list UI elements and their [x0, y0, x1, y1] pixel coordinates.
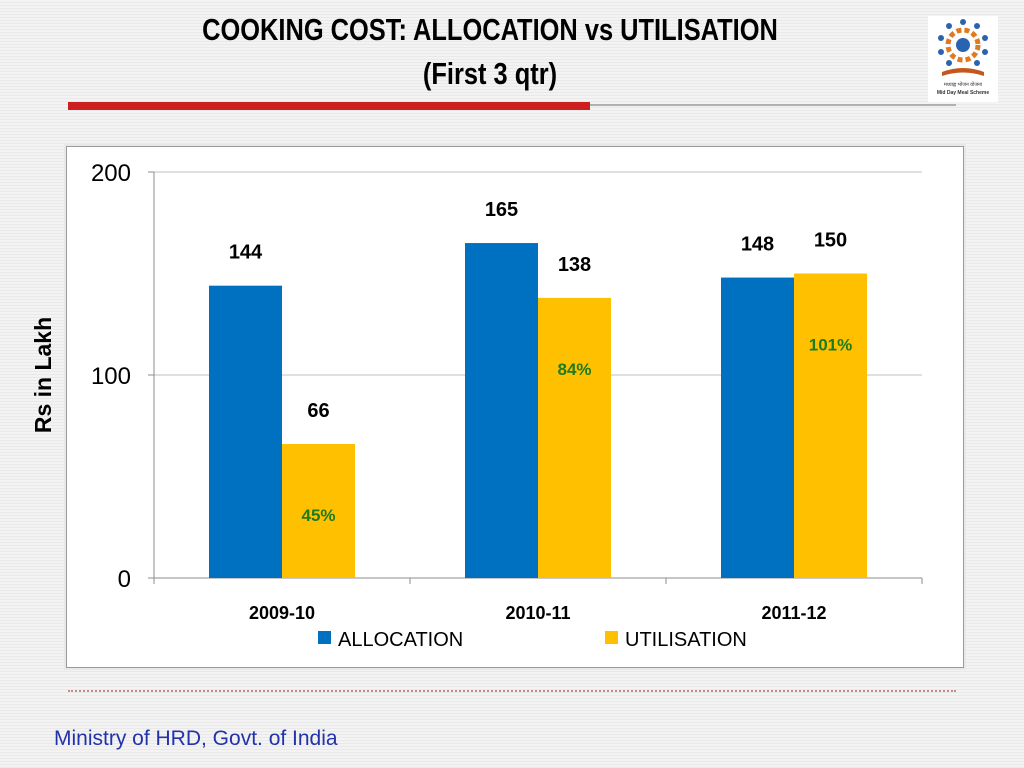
x-tick-label: 2009-10	[249, 603, 315, 623]
x-tick-label: 2011-12	[761, 603, 826, 623]
page-subtitle: (First 3 qtr)	[422, 56, 558, 91]
utilisation-bar	[282, 444, 355, 578]
utilisation-data-label: 138	[558, 254, 591, 276]
allocation-data-label: 165	[485, 199, 518, 221]
utilisation-data-label: 66	[307, 400, 329, 422]
title-underline-grey	[590, 104, 956, 106]
utilisation-percent-label: 84%	[557, 360, 591, 379]
y-tick-label: 200	[91, 160, 131, 187]
allocation-bar	[465, 243, 538, 579]
logo-caption-english: Mid Day Meal Scheme	[936, 90, 990, 96]
chart-frame: 0 100 200 2009-10 144 66 45% 2010-11 165 138 84% 20…	[30, 146, 964, 668]
utilisation-data-label: 150	[814, 230, 847, 252]
mid-day-meal-logo: मध्याह्न भोजन योजना Mid Day Meal Scheme	[928, 16, 998, 102]
utilisation-bar	[538, 297, 611, 578]
title-underline-red	[68, 102, 590, 110]
logo-caption-hindi: मध्याह्न भोजन योजना	[943, 82, 983, 88]
y-tick-label: 100	[91, 363, 131, 390]
legend-swatch-allocation	[318, 631, 331, 644]
legend-swatch-utilisation	[605, 631, 618, 644]
legend-label-utilisation: UTILISATION	[625, 629, 747, 651]
y-axis-title: Rs in Lakh	[30, 317, 56, 433]
footer-divider	[68, 690, 956, 692]
x-tick-label: 2010-11	[505, 603, 570, 623]
page-title: COOKING COST: ALLOCATION vs UTILISATION	[202, 12, 778, 47]
bar-chart: 0 100 200 2009-10 144 66 45% 2010-11 165 138 84% 20…	[30, 160, 923, 651]
allocation-bar	[209, 285, 282, 578]
allocation-bar	[721, 277, 794, 578]
utilisation-percent-label: 101%	[809, 336, 852, 355]
legend-label-allocation: ALLOCATION	[338, 629, 463, 651]
allocation-data-label: 144	[229, 242, 263, 264]
footer-text: Ministry of HRD, Govt. of India	[54, 727, 338, 750]
mid-day-meal-logo-icon	[938, 19, 988, 76]
utilisation-bar	[794, 273, 867, 578]
allocation-data-label: 148	[741, 234, 774, 256]
y-tick-label: 0	[118, 566, 131, 593]
utilisation-percent-label: 45%	[301, 506, 335, 525]
